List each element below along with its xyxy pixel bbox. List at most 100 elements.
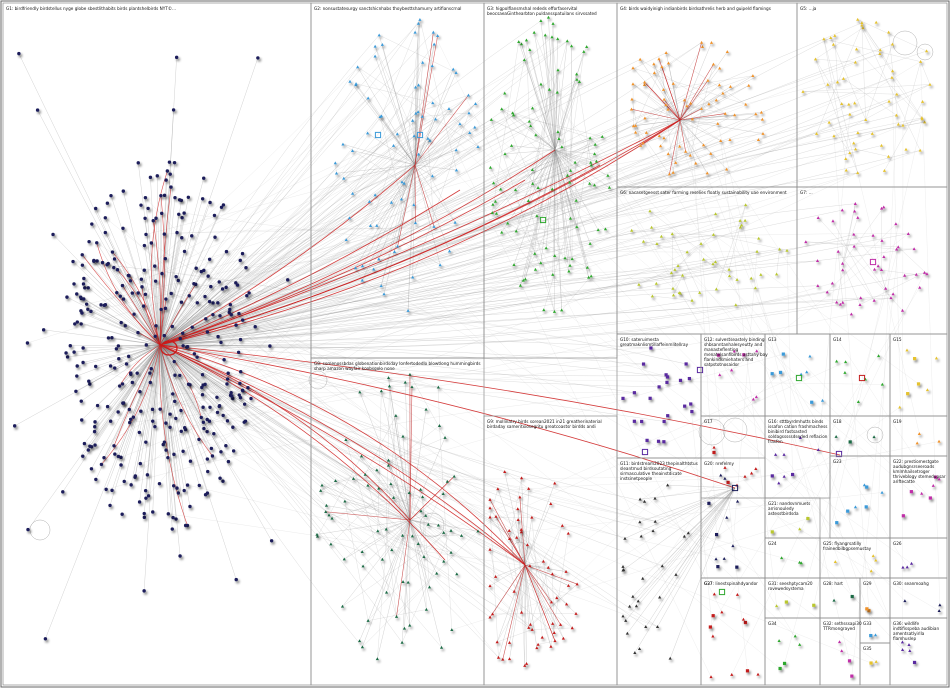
node-G1-78[interactable] (216, 334, 220, 339)
node-G6-27[interactable] (698, 290, 702, 294)
node-G8-68[interactable] (360, 645, 365, 649)
node-G4-17[interactable] (690, 117, 695, 121)
node-G8-65[interactable] (330, 516, 334, 520)
node-G22-5[interactable] (901, 514, 905, 518)
node-G1-204[interactable] (178, 336, 182, 341)
node-G5-50[interactable] (879, 143, 884, 147)
node-G14-2[interactable] (835, 359, 839, 363)
node-G9-15[interactable] (507, 528, 511, 532)
node-G1-39[interactable] (82, 276, 86, 281)
node-G4-23[interactable] (685, 104, 689, 108)
node-G2-43[interactable] (399, 197, 404, 201)
node-G3-89[interactable] (568, 263, 572, 267)
node-G2-72[interactable] (334, 171, 339, 175)
node-G10-4[interactable] (662, 419, 666, 424)
node-G1-197[interactable] (89, 467, 94, 471)
node-G17-1[interactable] (749, 471, 754, 475)
node-G4-15[interactable] (652, 71, 656, 75)
node-G1-269[interactable] (228, 307, 232, 312)
node-G8-62[interactable] (384, 527, 388, 531)
node-G12-5[interactable] (742, 353, 746, 357)
node-G3-60[interactable] (539, 82, 543, 86)
node-G1-201[interactable] (93, 364, 98, 369)
node-G7-36[interactable] (880, 239, 884, 242)
node-G3-34[interactable] (565, 39, 569, 43)
node-G30-0[interactable] (937, 609, 941, 612)
node-G5-33[interactable] (856, 131, 860, 134)
node-G11-2[interactable] (642, 499, 647, 503)
node-G9-9[interactable] (519, 476, 524, 480)
node-G7-44[interactable] (815, 259, 820, 263)
node-G9-48[interactable] (564, 569, 568, 573)
node-G9-14[interactable] (549, 600, 554, 604)
node-G2-34[interactable] (377, 33, 381, 37)
node-G7-15[interactable] (858, 303, 862, 306)
node-G27-3[interactable] (730, 672, 734, 676)
node-G9-5[interactable] (507, 657, 512, 661)
node-G31-1[interactable] (784, 600, 788, 604)
node-G1-118[interactable] (71, 259, 75, 264)
node-G1-38[interactable] (128, 420, 132, 425)
node-G4-50[interactable] (733, 113, 737, 117)
node-G22-2[interactable] (931, 483, 935, 487)
node-G1-323[interactable] (155, 174, 159, 178)
node-G33-1[interactable] (873, 633, 878, 637)
node-G1-357[interactable] (153, 279, 158, 283)
node-G1-167[interactable] (93, 425, 97, 429)
node-G3-1[interactable] (567, 269, 571, 273)
node-G2-35[interactable] (348, 79, 352, 83)
node-G2-39[interactable] (367, 200, 372, 203)
node-G1-248[interactable] (133, 474, 138, 478)
node-G1-306[interactable] (182, 426, 187, 430)
node-G1-82[interactable] (135, 371, 139, 375)
node-G1-312[interactable] (179, 408, 183, 413)
node-G1-316[interactable] (207, 299, 212, 304)
node-G1-253[interactable] (201, 420, 206, 425)
node-G5-44[interactable] (918, 148, 922, 152)
node-G1-173[interactable] (180, 216, 184, 220)
node-G2-13[interactable] (333, 161, 337, 165)
node-G1-245[interactable] (157, 481, 162, 486)
node-G1-315[interactable] (240, 251, 245, 256)
node-G1-350[interactable] (12, 424, 17, 428)
node-G3-36[interactable] (526, 199, 531, 203)
node-G3-0[interactable] (530, 106, 535, 110)
node-G4-43[interactable] (657, 134, 661, 138)
node-G2-31[interactable] (454, 71, 458, 74)
node-G1-344[interactable] (51, 232, 55, 237)
node-G27-5[interactable] (711, 634, 715, 638)
node-G12-7[interactable] (718, 373, 722, 377)
node-G4-24[interactable] (641, 141, 645, 145)
node-G1-47[interactable] (249, 396, 253, 401)
node-G7-11[interactable] (840, 261, 845, 265)
node-G6-29[interactable] (749, 276, 753, 280)
node-G5-9[interactable] (904, 147, 908, 151)
node-G7-12[interactable] (906, 232, 910, 235)
node-G1-70[interactable] (224, 249, 229, 254)
node-G5-39[interactable] (852, 141, 856, 145)
node-G1-239[interactable] (92, 429, 97, 434)
node-G6-13[interactable] (659, 234, 664, 238)
node-G2-1[interactable] (396, 244, 400, 248)
node-G2-55[interactable] (426, 136, 430, 140)
node-G15-1[interactable] (925, 388, 930, 392)
node-G1-6[interactable] (164, 178, 168, 182)
node-G14-6[interactable] (877, 354, 881, 358)
node-G1-345[interactable] (119, 463, 123, 467)
highlight-node-5[interactable] (795, 374, 803, 382)
node-G1-109[interactable] (174, 416, 178, 421)
node-G9-29[interactable] (523, 663, 527, 667)
node-G2-74[interactable] (432, 224, 436, 228)
node-G1-98[interactable] (88, 444, 92, 448)
node-G2-18[interactable] (360, 278, 364, 282)
node-G9-19[interactable] (564, 602, 569, 606)
node-G6-26[interactable] (727, 267, 731, 271)
node-G1-261[interactable] (75, 320, 80, 324)
node-G8-71[interactable] (401, 580, 405, 583)
node-G8-59[interactable] (390, 548, 394, 552)
node-G6-39[interactable] (650, 225, 654, 229)
node-G5-2[interactable] (919, 60, 923, 63)
node-G10-6[interactable] (641, 362, 646, 366)
node-G3-53[interactable] (499, 187, 503, 191)
node-G6-17[interactable] (671, 293, 676, 297)
